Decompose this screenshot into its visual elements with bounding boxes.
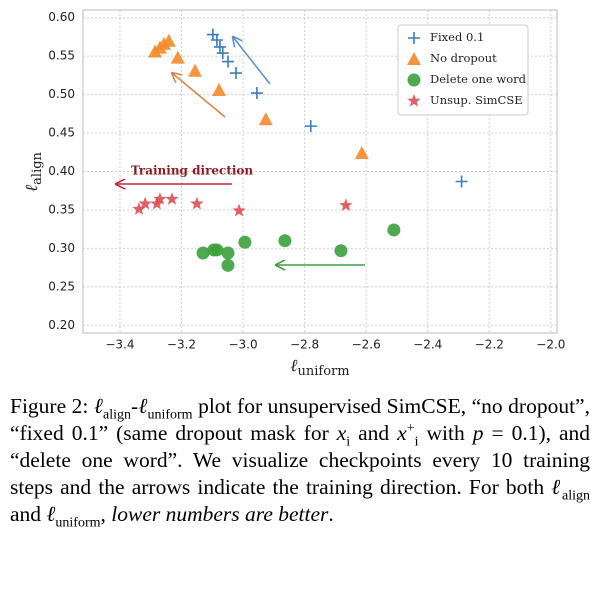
point	[334, 244, 348, 258]
point	[387, 223, 401, 237]
caption-text: -	[131, 394, 139, 418]
y-tick-label: 0.25	[48, 279, 75, 293]
chart: Training direction ℓuniform ℓalign 0.200…	[22, 9, 565, 379]
point	[354, 146, 369, 160]
caption-text: = 0.1), and “delete one word”. We visual…	[10, 421, 590, 499]
y-tick-label: 0.20	[48, 318, 75, 332]
point	[232, 203, 246, 217]
legend-label: Unsup. SimCSE	[430, 93, 523, 107]
caption-text: ℓ	[138, 394, 148, 418]
y-tick-label: 0.35	[48, 202, 75, 216]
legend-label: No dropout	[430, 51, 497, 65]
legend-marker	[407, 52, 421, 65]
caption-text: Figure 2:	[10, 394, 94, 418]
caption-text: i	[414, 434, 419, 450]
caption-text: align	[561, 488, 590, 504]
y-tick-label: 0.45	[48, 126, 75, 140]
plot-frame	[82, 9, 558, 334]
y-tick-label: 0.30	[48, 241, 75, 255]
caption-text: and	[350, 421, 398, 445]
legend-label: Fixed 0.1	[430, 30, 484, 44]
x-axis-label-main: ℓ	[290, 356, 297, 376]
caption-text: x	[397, 421, 407, 445]
caption-text: uniform	[147, 407, 193, 423]
legend-marker	[408, 32, 420, 44]
caption-text: align	[103, 407, 132, 423]
point	[221, 258, 235, 272]
x-tick-label: −2.0	[536, 338, 565, 352]
y-axis-label-sub: align	[30, 151, 45, 184]
caption-text: ℓ	[46, 502, 56, 526]
arrow	[233, 37, 271, 85]
x-axis-label: ℓuniform	[290, 356, 349, 379]
point	[210, 33, 223, 46]
caption-text: lower numbers are better	[111, 502, 329, 526]
point	[153, 192, 167, 205]
point	[238, 235, 252, 249]
point	[165, 192, 179, 205]
grid	[83, 10, 557, 333]
point	[278, 234, 292, 248]
point	[188, 63, 203, 77]
caption-text: p	[472, 421, 484, 445]
x-tick-label: −2.2	[475, 338, 504, 352]
legend-marker	[407, 73, 421, 87]
point	[221, 246, 235, 260]
caption-text: ℓ	[551, 475, 562, 499]
point	[190, 196, 204, 210]
point	[339, 198, 353, 211]
y-tick-label: 0.55	[48, 49, 75, 63]
point	[196, 246, 210, 260]
caption-text: ℓ	[93, 394, 104, 418]
caption-text: uniform	[55, 515, 101, 531]
point	[216, 47, 229, 60]
arrow	[172, 73, 226, 118]
point	[170, 50, 185, 64]
y-tick-label: 0.60	[48, 10, 75, 24]
x-tick-label: −2.8	[290, 338, 319, 352]
point	[229, 67, 242, 80]
point	[161, 33, 176, 47]
y-axis-label: ℓalign	[22, 151, 45, 191]
point	[258, 112, 273, 126]
annotation: Training direction	[131, 164, 254, 178]
x-tick-label: −3.2	[167, 338, 196, 352]
point	[138, 196, 152, 210]
point	[212, 82, 227, 96]
legend-box	[397, 24, 529, 116]
caption-text: and	[10, 502, 47, 526]
point	[210, 243, 224, 257]
legend-label: Delete one word	[430, 72, 527, 86]
x-tick-label: −2.4	[413, 338, 442, 352]
caption-text: x	[336, 421, 347, 445]
caption: Figure 2: ℓalign-ℓuniform plot for unsup…	[10, 393, 590, 531]
caption-text: +	[406, 420, 415, 436]
point	[221, 55, 234, 68]
point	[250, 87, 263, 100]
point	[132, 202, 146, 215]
x-tick-label: −3.4	[105, 338, 134, 352]
y-axis-label-main: ℓ	[22, 185, 42, 192]
legend-marker	[407, 94, 421, 107]
caption-text: i	[346, 434, 351, 450]
caption-text: ,	[100, 502, 112, 526]
caption-text: .	[328, 502, 334, 526]
x-tick-label: −2.6	[352, 338, 381, 352]
y-tick-label: 0.50	[48, 87, 75, 101]
point	[455, 175, 468, 188]
x-tick-label: −3.0	[228, 338, 257, 352]
x-axis-label-sub: uniform	[298, 364, 350, 379]
point	[304, 120, 317, 133]
y-tick-label: 0.40	[48, 164, 75, 178]
caption-text: plot for unsupervised SimCSE, “no dropou…	[10, 394, 590, 445]
caption-text: with	[418, 421, 473, 445]
point	[213, 40, 226, 53]
